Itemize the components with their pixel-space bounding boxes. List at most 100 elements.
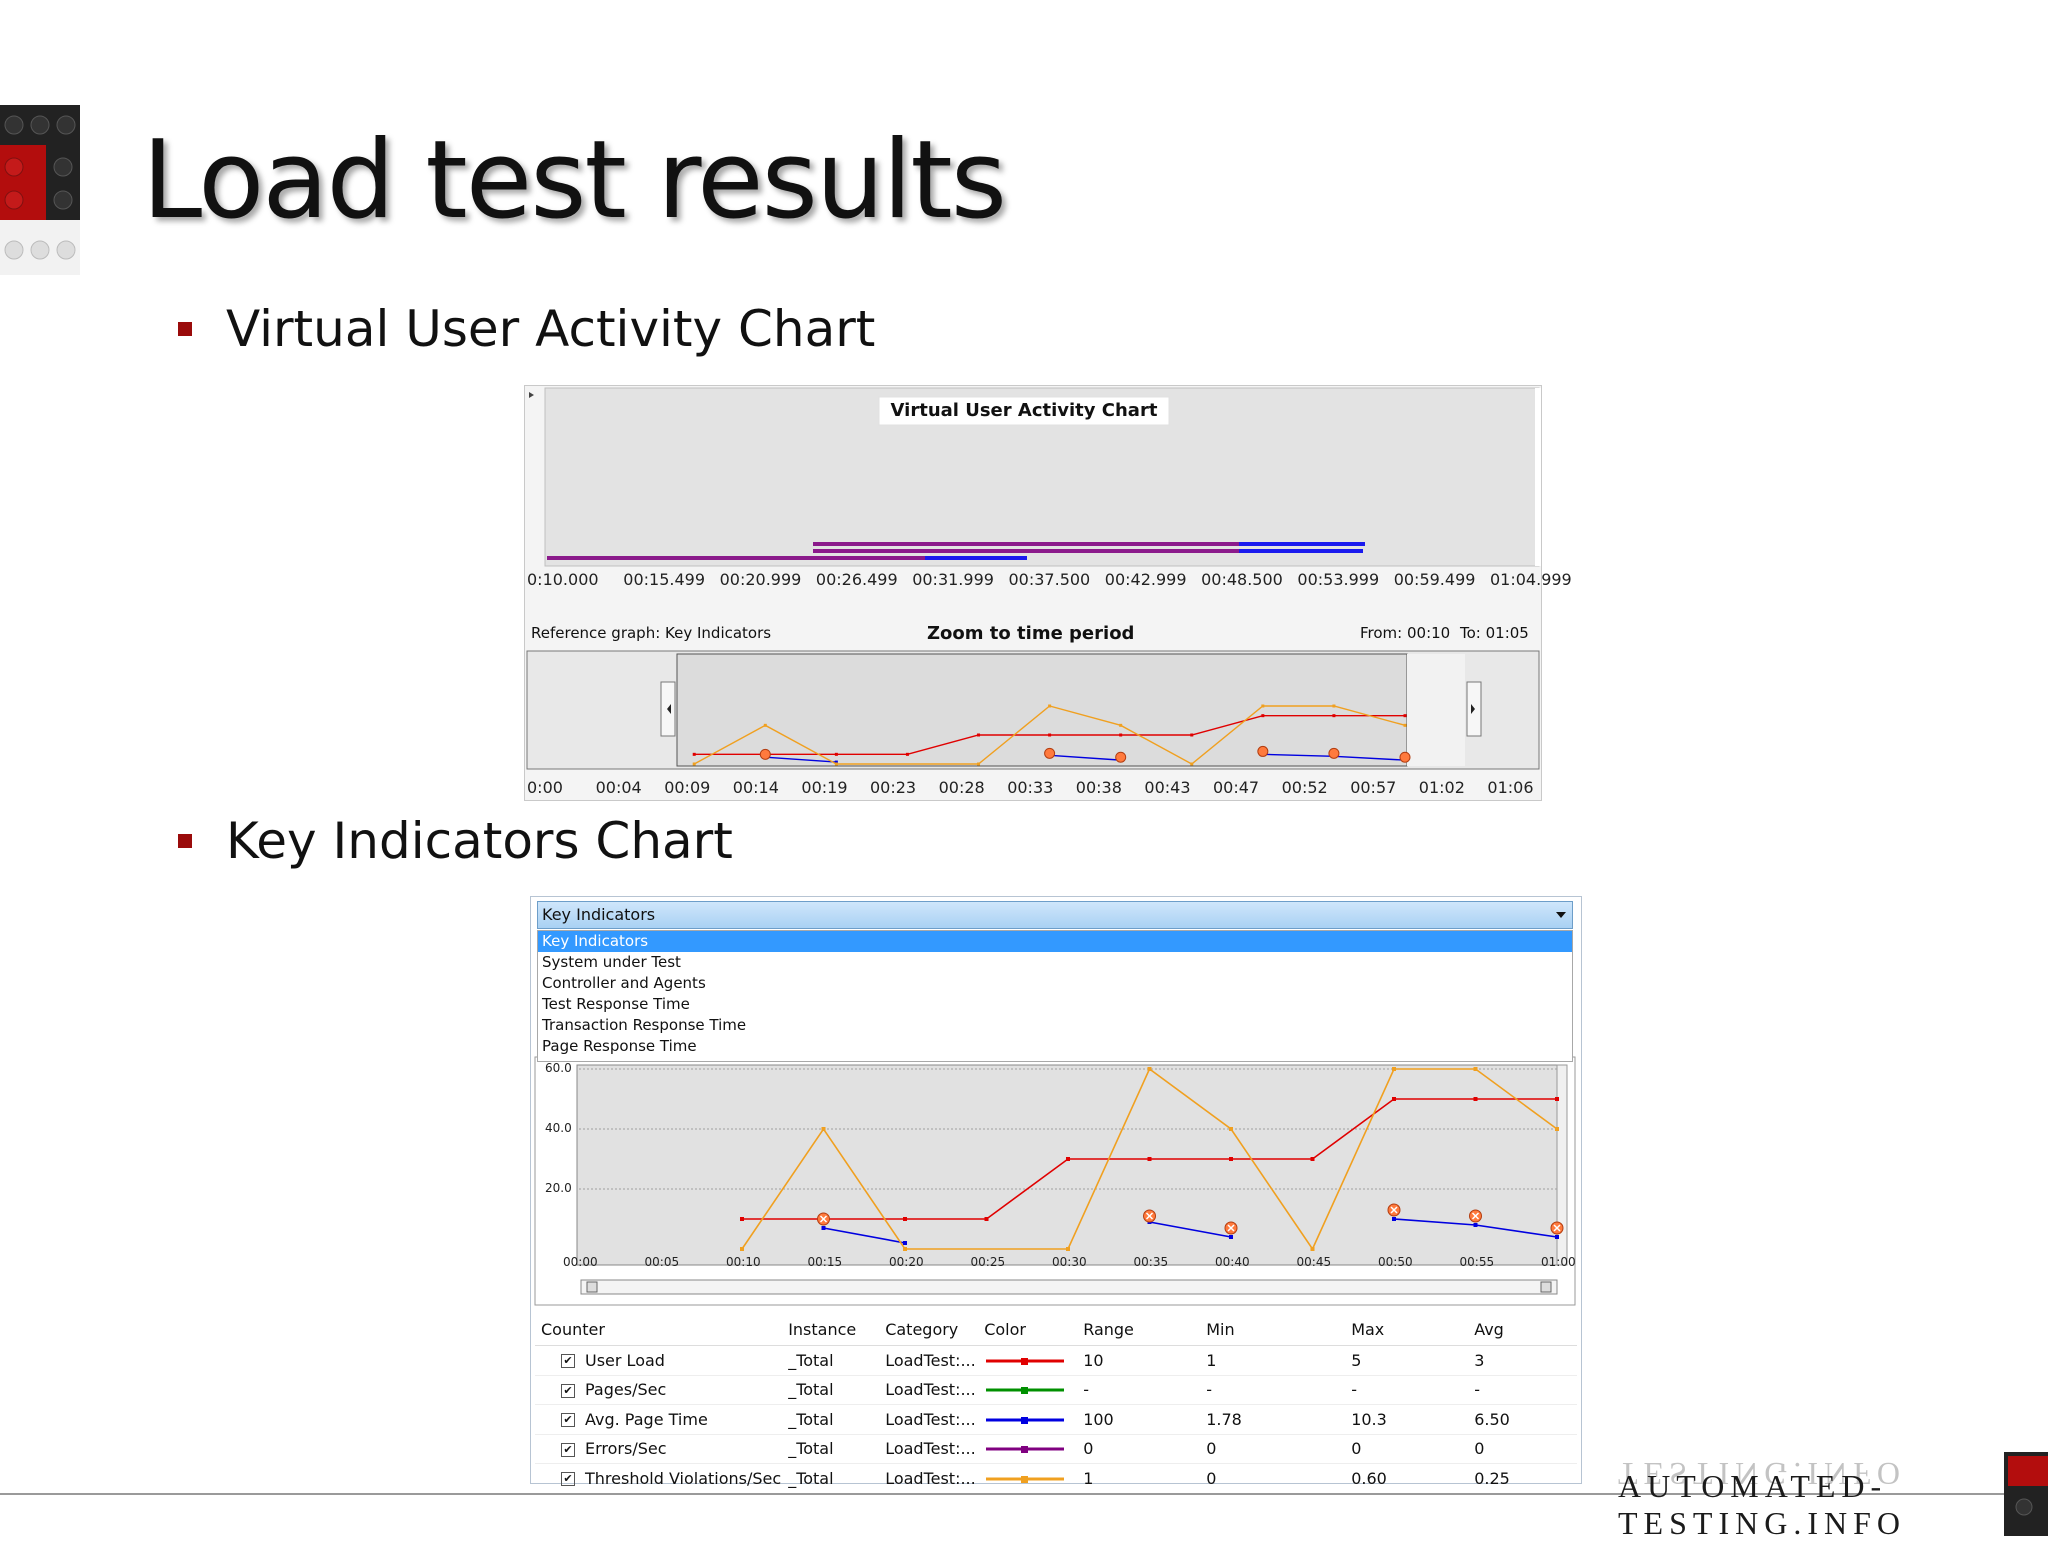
- counter-checkbox[interactable]: ✔: [561, 1413, 575, 1428]
- vua-tick-label: 01:04.999: [1490, 570, 1572, 589]
- zoom-violation-icon: [1257, 745, 1269, 757]
- footer-brand-line1: AUTOMATED-: [1618, 1468, 1888, 1504]
- counter-instance: _Total: [782, 1404, 880, 1435]
- ki-data-point: [740, 1217, 744, 1221]
- zoom-tick-label: 01:02: [1418, 778, 1465, 797]
- zoom-tick-label: 00:43: [1144, 778, 1191, 797]
- dropdown-option-test-response-time[interactable]: Test Response Time: [542, 995, 690, 1013]
- legend-row[interactable]: ✔ Errors/Sec _Total LoadTest:... 0 0 0 0: [535, 1434, 1577, 1464]
- counter-instance: _Total: [782, 1345, 880, 1376]
- vua-tick-label: 00:59.499: [1393, 570, 1476, 589]
- ki-data-point: [1473, 1223, 1478, 1227]
- threshold-violation-icon[interactable]: [1550, 1221, 1564, 1235]
- counter-name: User Load: [585, 1350, 665, 1370]
- ki-data-point: [821, 1127, 826, 1131]
- counter-avg: 3: [1468, 1345, 1577, 1376]
- ki-data-point: [1310, 1157, 1315, 1161]
- dropdown-option-controller-and-agents[interactable]: Controller and Agents: [542, 974, 706, 992]
- bullet-text: Key Indicators Chart: [226, 812, 733, 870]
- counter-checkbox[interactable]: ✔: [561, 1383, 575, 1398]
- zoom-data-point: [905, 752, 909, 756]
- zoom-data-point: [692, 762, 696, 766]
- threshold-violation-icon[interactable]: [817, 1212, 830, 1226]
- counter-color-swatch[interactable]: [978, 1463, 1078, 1494]
- zoom-data-point: [1190, 733, 1194, 737]
- ki-data-point: [740, 1247, 744, 1251]
- counter-color-swatch[interactable]: [978, 1434, 1078, 1464]
- counter-name: Avg. Page Time: [585, 1409, 708, 1429]
- legend-row[interactable]: ✔ Avg. Page Time _Total LoadTest:... 100 1.78…: [535, 1404, 1577, 1435]
- dropdown-option-system-under-test[interactable]: System under Test: [542, 953, 681, 971]
- legend-row[interactable]: ✔ Threshold Violations/Sec _Total LoadTest:…: [535, 1463, 1577, 1494]
- counter-range: 1: [1077, 1463, 1201, 1494]
- counter-range: 10: [1077, 1345, 1201, 1376]
- key-indicators-panel: 60.0 40.0 20.0 00:00 00:05 00:10 00:15 00:20 00…: [530, 896, 1582, 1494]
- counter-min: 0: [1200, 1463, 1346, 1494]
- col-counter[interactable]: Counter: [535, 1313, 783, 1346]
- ki-data-point: [903, 1247, 907, 1251]
- chart-selector-dropdown[interactable]: Key Indicators: [537, 901, 1573, 929]
- zoom-tick-label: 00:09: [664, 778, 711, 797]
- dropdown-option-key-indicators[interactable]: Key Indicators: [538, 931, 1572, 952]
- counter-checkbox[interactable]: ✔: [561, 1354, 575, 1369]
- zoom-data-point: [834, 752, 838, 756]
- ki-x-tick-label: 00:20: [889, 1255, 924, 1269]
- threshold-violation-icon[interactable]: [1469, 1209, 1482, 1223]
- counter-range: 100: [1077, 1404, 1201, 1435]
- counter-min: -: [1200, 1375, 1346, 1405]
- zoom-data-point: [1403, 714, 1407, 718]
- dropdown-option-transaction-response-time[interactable]: Transaction Response Time: [542, 1016, 747, 1034]
- vua-tick-label: 00:53.999: [1297, 570, 1380, 589]
- zoom-data-point: [834, 760, 838, 764]
- zoom-data-point: [1119, 723, 1123, 727]
- zoom-from-value: From: 00:10: [1360, 624, 1451, 642]
- counter-color-swatch[interactable]: [978, 1375, 1078, 1405]
- col-avg[interactable]: Avg: [1468, 1313, 1577, 1346]
- vua-tick-label: 00:42.999: [1104, 570, 1187, 589]
- counter-min: 1.78: [1200, 1404, 1346, 1435]
- vua-tick-label: 0:10.000: [527, 570, 599, 589]
- vua-tick-label: 00:31.999: [912, 570, 994, 589]
- zoom-tick-label: 0:00: [527, 778, 563, 797]
- col-color[interactable]: Color: [978, 1313, 1078, 1346]
- counter-color-swatch[interactable]: [978, 1345, 1078, 1376]
- zoom-tick-label: 00:04: [595, 778, 642, 797]
- ki-x-tick-label: 00:25: [970, 1255, 1006, 1269]
- dropdown-selected-value: Key Indicators: [542, 905, 656, 924]
- threshold-violation-icon[interactable]: [1387, 1203, 1401, 1217]
- legend-row[interactable]: ✔ User Load _Total LoadTest:... 10 1 5 3: [535, 1345, 1577, 1376]
- dropdown-option-page-response-time[interactable]: Page Response Time: [542, 1037, 697, 1055]
- zoom-data-point: [1119, 733, 1123, 737]
- col-min[interactable]: Min: [1200, 1313, 1346, 1346]
- counter-avg: -: [1468, 1375, 1577, 1405]
- col-category[interactable]: Category: [879, 1313, 979, 1346]
- zoom-series-line: [765, 756, 837, 763]
- threshold-violation-icon[interactable]: [1224, 1221, 1238, 1235]
- vua-tick-label: 00:48.500: [1201, 570, 1283, 589]
- zoom-data-point: [1332, 714, 1336, 718]
- chevron-down-icon[interactable]: [1556, 912, 1566, 918]
- counter-min: 1: [1200, 1345, 1346, 1376]
- zoom-data-point: [1261, 704, 1265, 708]
- counter-max: -: [1345, 1375, 1469, 1405]
- ki-y-tick-label: 20.0: [545, 1181, 572, 1195]
- legend-row[interactable]: ✔ Pages/Sec _Total LoadTest:... - - - -: [535, 1375, 1577, 1405]
- ki-data-point: [903, 1217, 907, 1221]
- counter-color-swatch[interactable]: [978, 1404, 1078, 1435]
- ki-x-tick-label: 00:05: [644, 1255, 680, 1269]
- virtual-user-activity-panel: Virtual User Activity Chart 0:10.000 00:1…: [524, 385, 1572, 801]
- vua-tick-label: 00:26.499: [815, 570, 898, 589]
- zoom-tick-label: 00:23: [870, 778, 917, 797]
- counter-checkbox[interactable]: ✔: [561, 1442, 575, 1457]
- col-max[interactable]: Max: [1345, 1313, 1469, 1346]
- counter-checkbox[interactable]: ✔: [561, 1472, 575, 1487]
- zoom-violation-icon: [759, 748, 771, 760]
- vua-chart-title: Virtual User Activity Chart: [890, 400, 1158, 421]
- ki-x-tick-label: 00:55: [1459, 1255, 1495, 1269]
- col-range[interactable]: Range: [1077, 1313, 1201, 1346]
- bullet-key-indicators: Key Indicators Chart: [178, 812, 733, 870]
- counter-avg: 6.50: [1468, 1404, 1577, 1435]
- threshold-violation-icon[interactable]: [1143, 1209, 1156, 1223]
- col-instance[interactable]: Instance: [782, 1313, 880, 1346]
- zoom-tick-label: 01:06: [1487, 778, 1534, 797]
